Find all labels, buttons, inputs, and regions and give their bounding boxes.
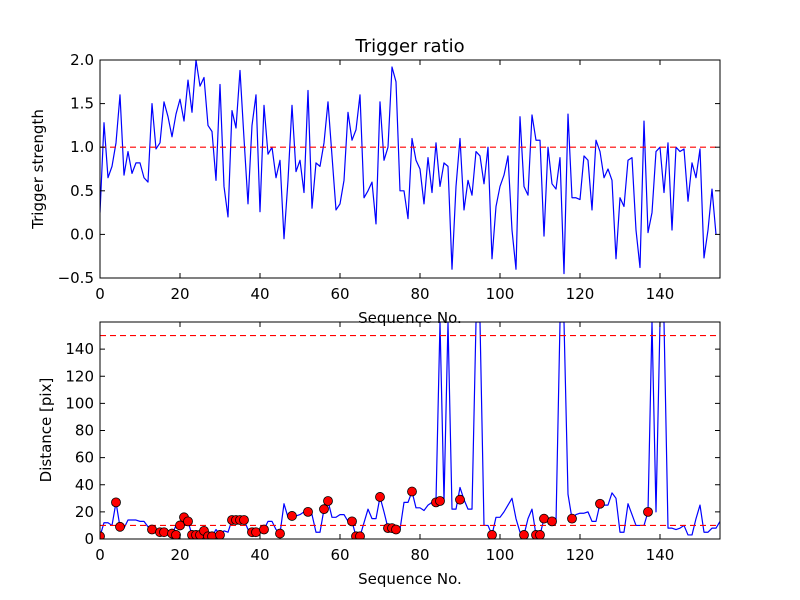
- bot-marker-point: [111, 497, 121, 508]
- bot-marker-point: [159, 527, 169, 538]
- bottom-x-ticks: 0 20 40 60 80 100 120 140: [95, 322, 674, 564]
- bot-marker-point: [487, 530, 497, 539]
- top-series-line-0: [100, 60, 717, 275]
- bot-marker-point: [595, 498, 605, 509]
- bot-marker-point: [391, 524, 401, 535]
- bot-y-tick-label: 40: [75, 476, 94, 494]
- bot-y-tick-label: 80: [75, 422, 94, 440]
- bot-x-tick-label: 120: [566, 546, 595, 564]
- bot-marker-point: [455, 494, 465, 505]
- bot-marker-point: [535, 530, 545, 539]
- bot-y-tick-label: 100: [65, 394, 94, 412]
- bot-marker-point: [303, 506, 313, 517]
- bot-marker-point: [323, 496, 333, 506]
- bot-y-tick-label: 120: [65, 367, 94, 385]
- bot-x-tick-label: 60: [330, 546, 349, 564]
- bot-marker-point: [171, 530, 181, 539]
- top-y-axis-label: Trigger strength: [29, 109, 47, 230]
- top-axes-frame: [99, 59, 721, 279]
- bot-x-tick-label: 40: [250, 546, 269, 564]
- top-x-tick-label: 80: [410, 285, 429, 303]
- top-x-tick-label: 100: [486, 285, 515, 303]
- top-x-tick-label: 140: [646, 285, 675, 303]
- bottom-axes-frame: [99, 321, 721, 540]
- top-x-ticks: 0 20 40 60 80 100 120 140: [95, 60, 674, 303]
- top-y-tick-label: 2.0: [70, 51, 94, 69]
- top-y-tick-label: 1.0: [70, 138, 94, 156]
- bottom-y-ticks: 140 120 100 80 60 40 20 0: [65, 340, 720, 548]
- bot-marker-point: [175, 520, 185, 531]
- top-y-tick-label: 1.5: [70, 95, 94, 113]
- bot-y-tick-label: 60: [75, 449, 94, 467]
- bot-marker-point: [215, 530, 225, 539]
- bottom-y-axis-label: Distance [pix]: [37, 378, 55, 483]
- bot-marker-point: [567, 513, 577, 524]
- top-y-tick-label: −0.5: [58, 269, 94, 287]
- top-x-tick-label: 60: [330, 285, 349, 303]
- bot-marker-point: [183, 516, 193, 527]
- bot-y-tick-label: 140: [65, 340, 94, 358]
- bot-marker-point: [275, 528, 285, 539]
- bot-x-tick-label: 20: [170, 546, 189, 564]
- bot-marker-point: [287, 511, 297, 521]
- bot-x-tick-label: 100: [486, 546, 515, 564]
- bot-x-tick-label: 80: [410, 546, 429, 564]
- top-x-tick-label: 20: [170, 285, 189, 303]
- bot-x-tick-label: 140: [646, 546, 675, 564]
- bot-marker-point: [100, 531, 105, 539]
- top-chart-title: Trigger ratio: [354, 36, 464, 57]
- bot-marker-point: [519, 530, 529, 539]
- bot-x-tick-label: 0: [95, 546, 105, 564]
- top-y-tick-label: 0.5: [70, 182, 94, 200]
- bot-marker-point: [375, 492, 385, 502]
- bot-y-tick-label: 0: [84, 530, 94, 548]
- bot-y-tick-label: 20: [75, 503, 94, 521]
- distance-panel: 0 20 40 60 80 100 120 140 140 120 100 80 60 40 20 0 Se…: [37, 321, 721, 588]
- bottom-x-axis-label: Sequence No.: [358, 570, 462, 588]
- bot-marker-point: [115, 521, 125, 532]
- top-x-tick-label: 0: [95, 285, 105, 303]
- top-plot-area: [100, 60, 720, 275]
- bot-marker-point: [347, 516, 357, 527]
- bot-marker-point: [319, 504, 329, 515]
- top-y-ticks: 2.0 1.5 1.0 0.5 0.0 −0.5: [58, 51, 720, 287]
- top-x-tick-label: 120: [566, 285, 595, 303]
- bot-marker-point: [643, 506, 653, 517]
- top-x-tick-label: 40: [250, 285, 269, 303]
- bottom-plot-area: [100, 322, 720, 539]
- bot-marker-point: [259, 524, 269, 535]
- top-x-axis-label: Sequence No.: [358, 309, 462, 327]
- bot-marker-point: [435, 496, 445, 506]
- bot-marker-point: [239, 515, 249, 525]
- bot-marker-point: [407, 486, 417, 497]
- bot-marker-point: [547, 516, 557, 527]
- top-y-tick-label: 0.0: [70, 225, 94, 243]
- bot-marker-point: [355, 531, 365, 539]
